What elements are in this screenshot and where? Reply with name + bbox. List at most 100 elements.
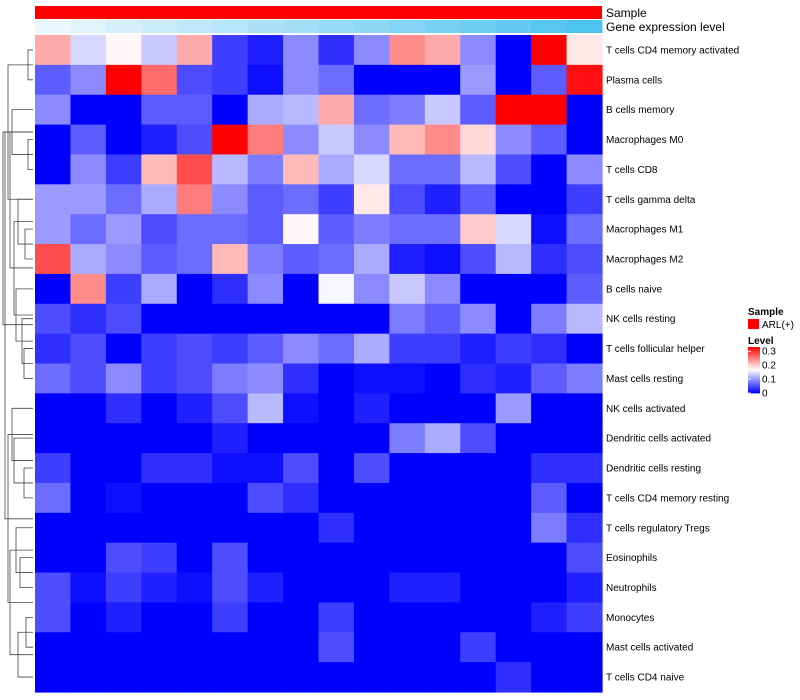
heatmap-cell: [424, 423, 461, 454]
legend-tick-label: 0: [762, 389, 768, 400]
heatmap-cell: [283, 154, 320, 185]
heatmap-cell: [247, 94, 284, 126]
heatmap-cell: [247, 363, 284, 394]
heatmap-cell: [353, 154, 390, 185]
gene-expression-annotation-cell: [495, 20, 532, 33]
legend-colorbar-segment: [748, 390, 760, 393]
heatmap-cell: [353, 333, 390, 365]
heatmap-cell: [141, 572, 178, 604]
heatmap-cell: [247, 214, 284, 245]
heatmap-cell: [105, 154, 142, 185]
legend-colorbar-segment: [748, 350, 760, 352]
heatmap-cell: [70, 393, 107, 424]
heatmap-cell: [105, 542, 142, 574]
heatmap-cell: [176, 154, 213, 185]
heatmap-cell: [35, 35, 72, 66]
heatmap-cell: [247, 184, 284, 215]
heatmap-cell: [247, 572, 284, 604]
heatmap-cell: [212, 333, 249, 365]
heatmap-cell: [247, 542, 284, 574]
heatmap-cell: [318, 542, 355, 574]
heatmap-cell: [70, 572, 107, 604]
heatmap-cell: [531, 572, 568, 604]
legend-colorbar-segment: [748, 373, 760, 375]
heatmap-cell: [212, 124, 249, 156]
heatmap-cell: [566, 244, 603, 275]
heatmap-cell: [531, 453, 568, 484]
heatmap-cell: [247, 423, 284, 454]
heatmap-cell: [460, 303, 497, 335]
heatmap-cell: [424, 453, 461, 484]
heatmap-cell: [566, 333, 603, 365]
heatmap-cell: [318, 214, 355, 245]
heatmap-cell: [35, 273, 72, 305]
heatmap-cell: [460, 64, 497, 96]
heatmap-cell: [460, 632, 497, 663]
heatmap-cell: [531, 632, 568, 663]
heatmap-cell: [531, 303, 568, 335]
heatmap-cell: [105, 273, 142, 305]
heatmap-cell: [460, 214, 497, 245]
heatmap-cell: [176, 64, 213, 96]
heatmap-cell: [531, 482, 568, 514]
heatmap-cell: [283, 333, 320, 365]
heatmap-cell: [212, 94, 249, 126]
heatmap-cell: [212, 662, 249, 693]
heatmap-cell: [566, 124, 603, 156]
heatmap-cell: [460, 94, 497, 126]
heatmap-cell: [495, 124, 532, 156]
heatmap-cell: [176, 94, 213, 126]
heatmap-cell: [70, 662, 107, 693]
heatmap-cell: [424, 244, 461, 275]
heatmap-cell: [389, 512, 426, 544]
legend-colorbar-segment: [748, 381, 760, 384]
heatmap-cell: [424, 512, 461, 544]
heatmap-cell: [566, 64, 603, 96]
row-label: T cells CD8: [606, 165, 658, 176]
heatmap-cell: [212, 214, 249, 245]
heatmap-cell: [389, 154, 426, 185]
heatmap-cell: [70, 94, 107, 126]
heatmap-cell: [35, 184, 72, 215]
legend-colorbar-segment: [748, 387, 760, 389]
legend-colorbar-segment: [748, 388, 760, 390]
legend-colorbar-segment: [748, 366, 760, 369]
heatmap-cell: [460, 572, 497, 604]
heatmap-cell: [105, 363, 142, 394]
heatmap-cell: [389, 35, 426, 66]
heatmap-cell: [389, 632, 426, 663]
legend-colorbar-segment: [748, 359, 760, 362]
heatmap-cell: [389, 64, 426, 96]
legend-level-colorbar: [748, 347, 760, 394]
heatmap-cell: [318, 572, 355, 604]
heatmap-cell: [70, 64, 107, 96]
heatmap-cell: [141, 124, 178, 156]
heatmap-cell: [35, 542, 72, 574]
legend-level-ticks: 0.3 0.2 0.1 0: [748, 347, 776, 400]
heatmap-cell: [176, 423, 213, 454]
legend-colorbar-segment: [748, 378, 760, 380]
heatmap-cell: [495, 273, 532, 305]
heatmap-cell: [531, 124, 568, 156]
heatmap-cell: [566, 572, 603, 604]
heatmap-cell: [424, 363, 461, 394]
heatmap-cell: [70, 303, 107, 335]
heatmap-cell: [176, 542, 213, 574]
heatmap-cell: [566, 94, 603, 126]
heatmap-cell: [495, 662, 532, 693]
heatmap-cell: [318, 423, 355, 454]
gene-expression-annotation-cell: [424, 20, 461, 33]
heatmap-cell: [531, 542, 568, 574]
heatmap-cell: [495, 244, 532, 275]
heatmap-cell: [35, 64, 72, 96]
heatmap-cell: [318, 273, 355, 305]
heatmap-cell: [70, 632, 107, 663]
heatmap-cell: [389, 602, 426, 633]
heatmap-cell: [212, 542, 249, 574]
legend-colorbar-segment: [748, 379, 760, 381]
heatmap-cell: [389, 124, 426, 156]
heatmap-cell: [141, 423, 178, 454]
row-label: Macrophages M0: [606, 135, 684, 146]
row-dendrogram: [2, 49, 33, 678]
